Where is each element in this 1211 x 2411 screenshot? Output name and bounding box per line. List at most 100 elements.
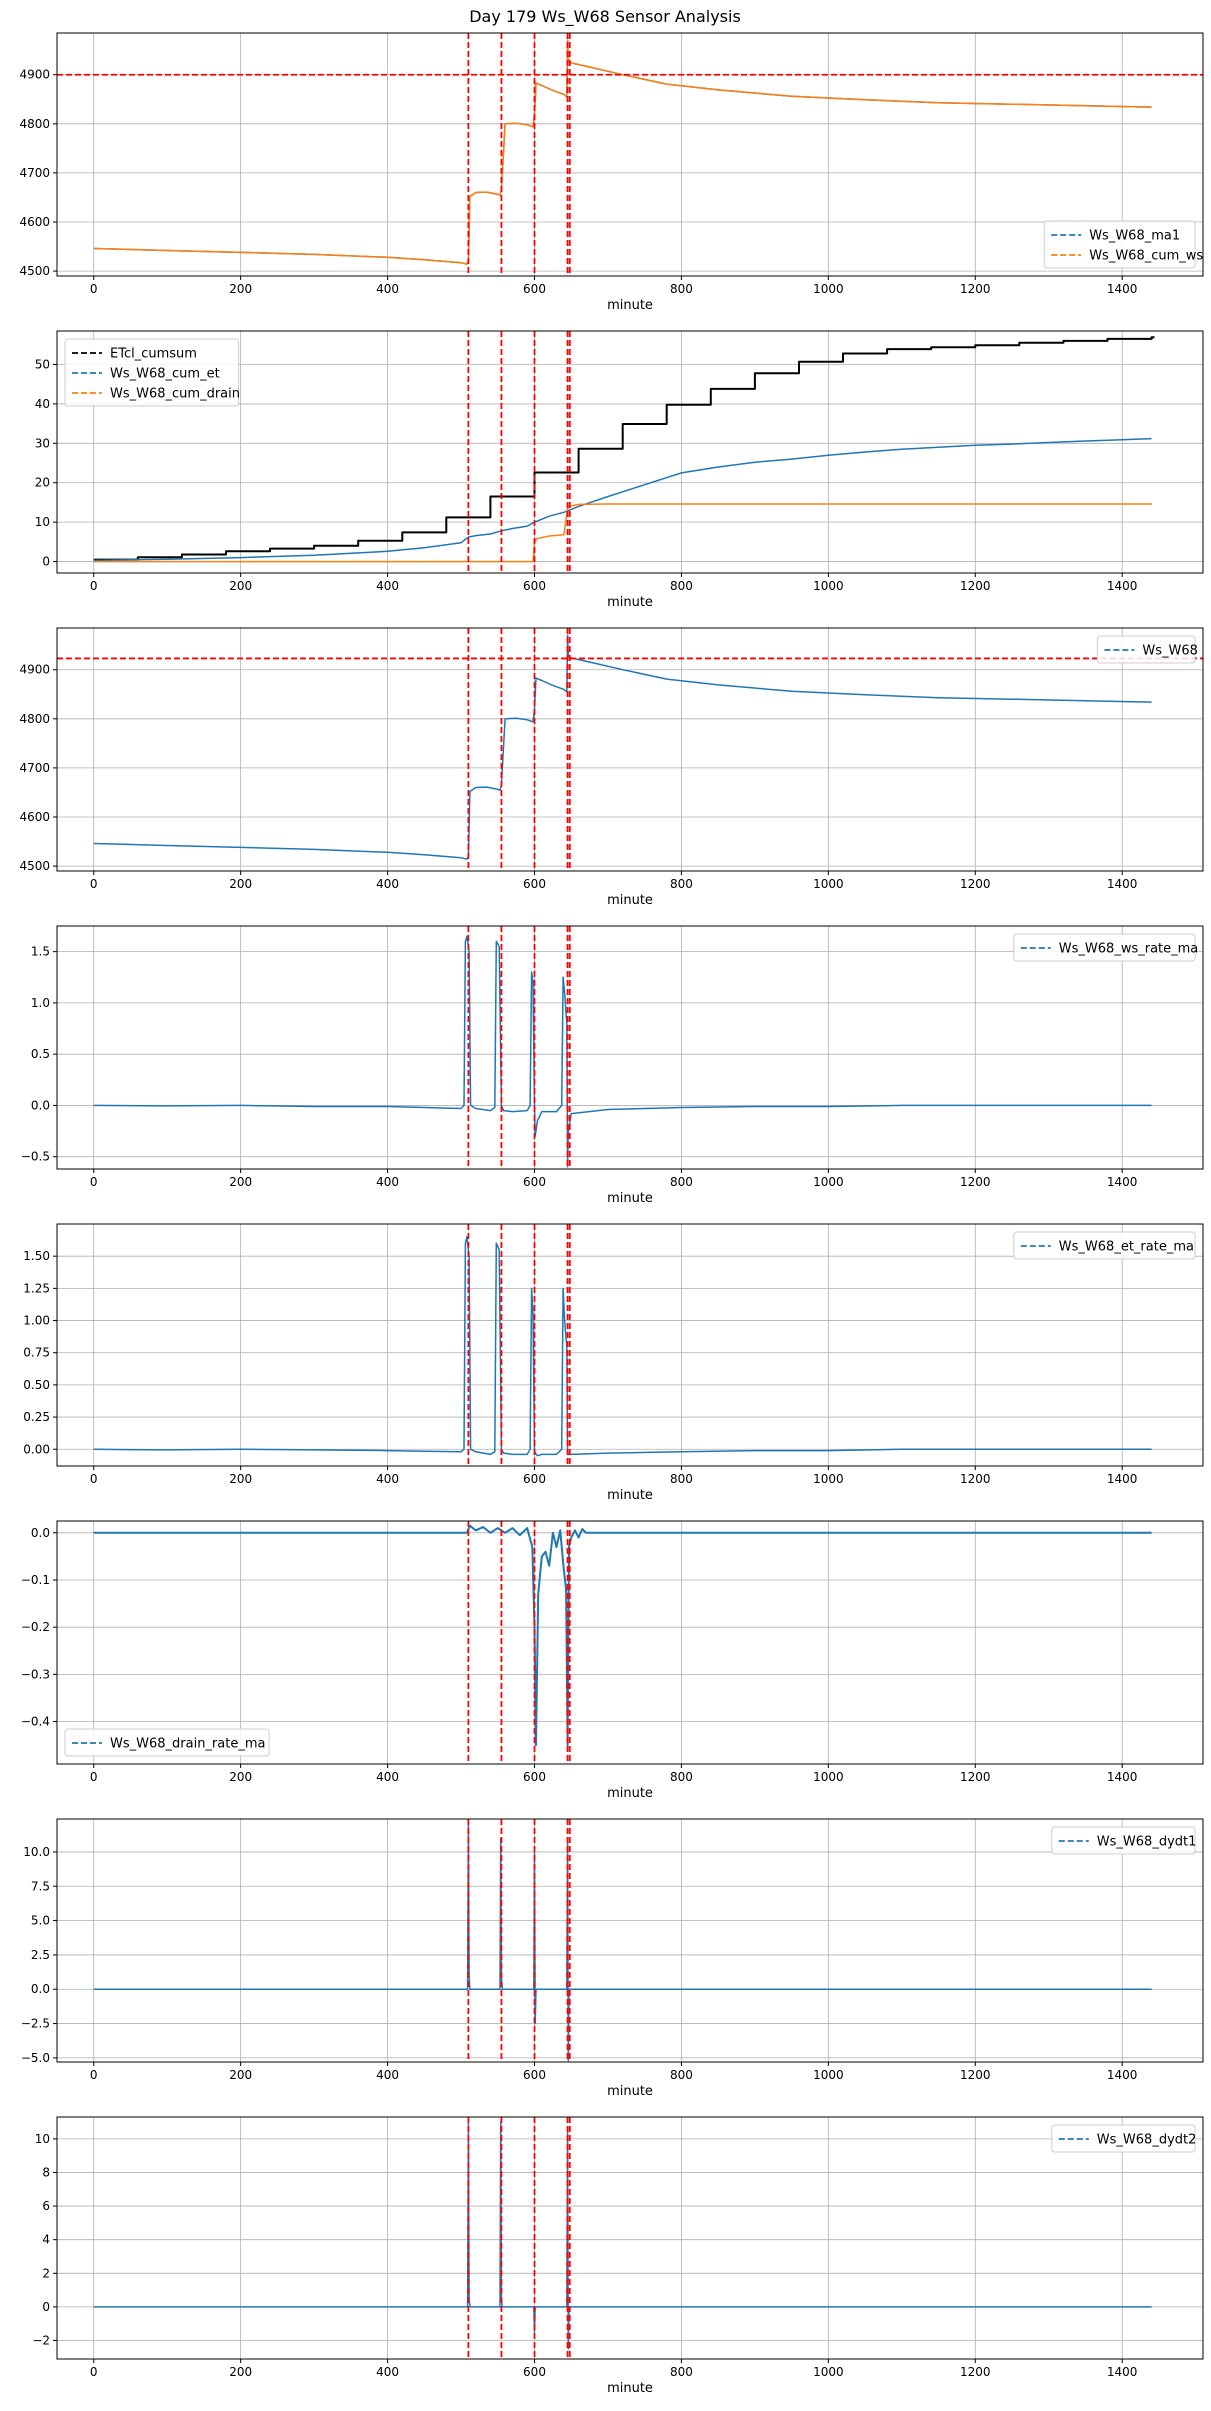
- legend-label: Ws_W68_dydt2: [1097, 2133, 1197, 2148]
- plot-area: [93, 926, 1152, 1169]
- y-tick-label: 4500: [19, 859, 50, 873]
- x-tick-label: 400: [376, 579, 399, 593]
- x-tick-label: 1400: [1107, 1770, 1138, 1784]
- x-tick-label: 1400: [1107, 282, 1138, 296]
- x-tick-label: 400: [376, 282, 399, 296]
- y-tick-label: −2: [32, 2334, 50, 2348]
- y-tick-label: 4700: [19, 166, 50, 180]
- series-line-Ws_W68_cum_ws: [93, 39, 1152, 265]
- y-tick-label: 10: [35, 2132, 50, 2146]
- x-tick-label: 1000: [813, 1472, 844, 1486]
- y-tick-label: 4800: [19, 117, 50, 131]
- x-axis-label: minute: [607, 2381, 653, 2396]
- x-tick-label: 200: [229, 1472, 252, 1486]
- subplot-5: 0 200 400 600 800 1000 1200 1400 0.00 0.25 0.50 0.7…: [23, 1223, 1204, 1503]
- legend-label: Ws_W68_et_rate_ma: [1059, 1240, 1194, 1255]
- x-tick-label: 1200: [960, 2365, 991, 2379]
- x-tick-label: 1200: [960, 1770, 991, 1784]
- x-tick-label: 1400: [1107, 1175, 1138, 1189]
- x-tick-label: 600: [523, 282, 546, 296]
- subplot-1: 0 200 400 600 800 1000 1200 1400 4500 4600 4700 480…: [19, 32, 1204, 313]
- y-tick-label: 4800: [19, 712, 50, 726]
- y-tick-label: 0.25: [23, 1410, 50, 1424]
- y-tick-label: 40: [35, 397, 50, 411]
- y-tick-label: 4900: [19, 68, 50, 82]
- legend-box: [1096, 635, 1196, 664]
- x-tick-label: 1200: [960, 2068, 991, 2082]
- y-tick-label: 10.0: [23, 1845, 50, 1859]
- legend: Ws_W68_dydt1: [1051, 1826, 1197, 1855]
- legend-box: [1013, 1231, 1196, 1260]
- x-tick-label: 0: [90, 877, 98, 891]
- y-tick-label: 5.0: [31, 1914, 50, 1928]
- y-tick-label: 20: [35, 476, 50, 490]
- x-tick-label: 0: [90, 2068, 98, 2082]
- x-tick-label: 1200: [960, 877, 991, 891]
- x-tick-label: 800: [670, 282, 693, 296]
- x-tick-label: 1200: [960, 282, 991, 296]
- y-tick-label: 1.5: [31, 945, 50, 959]
- y-tick-label: 0.0: [31, 1098, 50, 1112]
- plot-area: [93, 1819, 1152, 2062]
- y-tick-label: −0.2: [21, 1620, 50, 1634]
- figure-title: Day 179 Ws_W68 Sensor Analysis: [469, 7, 741, 27]
- series-line-Ws_W68_ws_rate_ma: [93, 935, 1152, 1168]
- x-tick-label: 600: [523, 1472, 546, 1486]
- x-tick-label: 600: [523, 2365, 546, 2379]
- x-tick-label: 200: [229, 2365, 252, 2379]
- x-tick-label: 800: [670, 579, 693, 593]
- x-tick-label: 1000: [813, 579, 844, 593]
- x-tick-label: 1400: [1107, 2365, 1138, 2379]
- y-tick-label: 10: [35, 515, 50, 529]
- x-tick-label: 0: [90, 1175, 98, 1189]
- y-tick-label: 4500: [19, 264, 50, 278]
- x-tick-label: 0: [90, 1472, 98, 1486]
- x-axis-label: minute: [607, 1191, 653, 1206]
- x-tick-label: 1000: [813, 1770, 844, 1784]
- plot-area: [93, 1521, 1152, 1764]
- x-axis-label: minute: [607, 1488, 653, 1503]
- x-tick-label: 800: [670, 2365, 693, 2379]
- subplot-8: 0 200 400 600 800 1000 1200 1400 −2 0 2 4 6 8 10 minute…: [32, 2116, 1204, 2396]
- y-tick-label: 1.50: [23, 1249, 50, 1263]
- x-tick-label: 400: [376, 2365, 399, 2379]
- x-tick-label: 0: [90, 2365, 98, 2379]
- x-tick-label: 1200: [960, 579, 991, 593]
- y-tick-label: 4700: [19, 761, 50, 775]
- y-tick-label: −5.0: [21, 2051, 50, 2065]
- legend: Ws_W68_ma1 Ws_W68_cum_ws: [1043, 220, 1203, 269]
- x-tick-label: 600: [523, 1175, 546, 1189]
- series-line-Ws_W68_cum_et: [93, 437, 1152, 562]
- legend: Ws_W68: [1096, 635, 1198, 664]
- y-tick-label: −0.5: [21, 1150, 50, 1164]
- y-tick-label: 2: [42, 2266, 50, 2280]
- legend-label: Ws_W68_ws_rate_ma: [1059, 942, 1198, 957]
- y-tick-label: 4900: [19, 663, 50, 677]
- y-tick-label: 4600: [19, 215, 50, 229]
- x-tick-label: 400: [376, 1770, 399, 1784]
- x-tick-label: 200: [229, 282, 252, 296]
- y-tick-label: −2.5: [21, 2017, 50, 2031]
- y-tick-label: 30: [35, 436, 50, 450]
- plot-area: [93, 331, 1155, 573]
- y-tick-label: −0.1: [21, 1573, 50, 1587]
- x-axis-label: minute: [607, 1786, 653, 1801]
- x-tick-label: 600: [523, 2068, 546, 2082]
- legend-label: Ws_W68_cum_et: [110, 367, 220, 382]
- legend-label: Ws_W68_cum_drain: [110, 387, 240, 402]
- axes-frame: [56, 2116, 1204, 2360]
- subplot-4: 0 200 400 600 800 1000 1200 1400 −0.5 0.0 0.5 1.0 1.…: [21, 925, 1204, 1206]
- x-tick-label: 1000: [813, 282, 844, 296]
- x-tick-label: 1400: [1107, 1472, 1138, 1486]
- axes-frame: [56, 627, 1204, 872]
- x-tick-label: 1400: [1107, 2068, 1138, 2082]
- plot-area: [93, 1224, 1152, 1466]
- legend-label: Ws_W68_dydt1: [1097, 1835, 1197, 1850]
- series-line-Ws_W68_dydt1: [93, 1823, 1152, 2062]
- x-axis-label: minute: [607, 298, 653, 313]
- x-tick-label: 1200: [960, 1472, 991, 1486]
- y-tick-label: 4600: [19, 810, 50, 824]
- plot-area: [93, 2117, 1152, 2359]
- axes-frame: [56, 32, 1204, 277]
